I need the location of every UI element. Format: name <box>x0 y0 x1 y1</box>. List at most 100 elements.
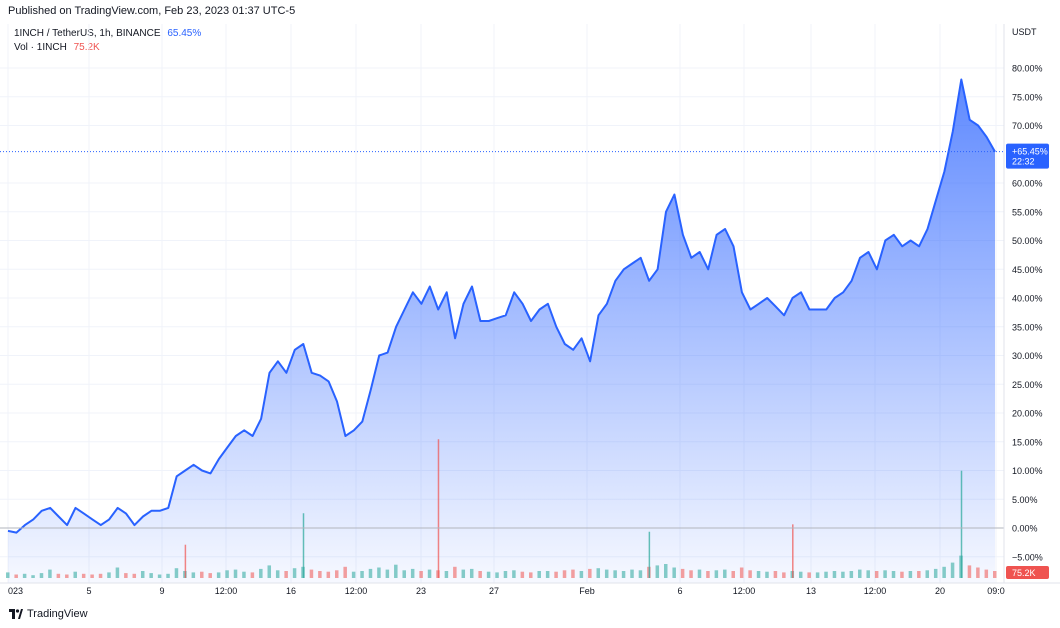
volume-bar <box>976 567 980 578</box>
volume-bar <box>900 571 904 578</box>
volume-bar <box>874 571 879 578</box>
volume-bar <box>6 572 10 578</box>
x-tick-label: 27 <box>489 586 499 596</box>
y-tick-label: 35.00% <box>1012 322 1043 332</box>
x-tick-label: 13 <box>806 586 816 596</box>
volume-bar <box>908 571 913 578</box>
y-tick-label: 70.00% <box>1012 121 1043 131</box>
volume-bar <box>318 571 322 578</box>
volume-spike-bar <box>792 524 794 578</box>
volume-bar <box>292 568 297 578</box>
volume-bar <box>250 572 255 578</box>
volume-spike-bar <box>648 531 651 578</box>
volume-bar <box>377 567 381 578</box>
price-area-layer <box>7 78 996 583</box>
x-tick-label: 20 <box>935 586 945 596</box>
volume-bar <box>579 571 584 578</box>
volume-bar <box>731 571 735 578</box>
y-axis-ticks: 80.00% 75.00% 70.00% 60.00% 55.00% 50.00% 45.0… <box>1012 64 1043 563</box>
x-tick-label: 5 <box>86 586 91 596</box>
volume-bar <box>512 570 516 578</box>
y-tick-label: 60.00% <box>1012 179 1043 189</box>
volume-bar <box>200 571 204 578</box>
volume-bar <box>259 568 263 578</box>
x-tick-label: 12:00 <box>345 586 368 596</box>
volume-bar <box>486 571 491 578</box>
volume-bar <box>385 569 390 578</box>
volume-bar <box>453 566 457 578</box>
volume-bar <box>798 571 803 578</box>
volume-bar <box>140 571 145 578</box>
volume-bar <box>714 570 719 578</box>
legend-symbol-row: 1INCH / TetherUS, 1h, BINANCE 65.45% <box>14 27 201 41</box>
y-tick-label: 10.00% <box>1012 466 1043 476</box>
volume-bar <box>284 571 288 578</box>
volume-bar <box>242 571 246 578</box>
published-caption: Published on TradingView.com, Feb 23, 20… <box>8 5 296 17</box>
volume-bar <box>664 564 668 578</box>
y-tick-label: 0.00% <box>1012 524 1038 534</box>
volume-spike-bar <box>960 470 963 578</box>
volume-bar <box>571 569 575 578</box>
x-tick-label: 23 <box>416 586 426 596</box>
x-tick-label: 12:00 <box>215 586 238 596</box>
volume-bar <box>115 567 120 578</box>
price-line <box>7 78 996 534</box>
volume-bar <box>343 566 347 578</box>
volume-bar <box>883 570 887 578</box>
volume-bar <box>748 570 752 578</box>
volume-spike-bar <box>437 439 440 578</box>
volume-bar <box>529 572 533 578</box>
volume-bar <box>503 571 508 578</box>
volume-bar <box>208 573 212 578</box>
volume-bar <box>765 571 769 578</box>
volume-bars <box>6 439 997 578</box>
volume-bar <box>495 572 499 578</box>
volume-bar <box>562 570 567 578</box>
current-price-badge <box>1006 143 1049 169</box>
volume-bar <box>537 571 541 578</box>
volume-bar <box>815 572 820 578</box>
tradingview-logo[interactable]: TradingView <box>9 608 88 620</box>
volume-bar <box>461 569 466 578</box>
x-tick-label: 9 <box>159 586 164 596</box>
volume-bar <box>630 569 634 578</box>
volume-bar <box>689 570 693 578</box>
volume-bar <box>368 568 373 578</box>
price-area-fill <box>8 79 995 583</box>
volume-bar <box>65 574 69 578</box>
y-unit-label: USDT <box>1012 27 1037 37</box>
volume-spike-bar <box>302 513 305 578</box>
legend-volume-row: Vol · 1INCH 75.2K <box>14 41 201 55</box>
legend-vol-value: 75.2K <box>73 42 100 53</box>
legend-symbol[interactable]: 1INCH / TetherUS, 1h, BINANCE <box>14 28 161 39</box>
volume-bar <box>807 572 811 578</box>
tradingview-brand: TradingView <box>27 608 88 620</box>
y-tick-label: 75.00% <box>1012 92 1043 102</box>
volume-bar <box>824 571 828 578</box>
volume-bar <box>925 570 930 578</box>
axes: USDT <box>0 24 1060 584</box>
volume-bar <box>174 568 179 578</box>
volume-bar <box>554 571 558 578</box>
volume-bar <box>233 569 238 578</box>
volume-bar <box>124 573 128 578</box>
volume-bar <box>166 573 170 578</box>
y-tick-label: 80.00% <box>1012 64 1043 74</box>
legend-vol-label[interactable]: Vol · 1INCH <box>14 42 67 53</box>
volume-bar <box>638 570 643 578</box>
x-tick-label: Feb <box>579 586 595 596</box>
volume-badge <box>1006 566 1049 579</box>
volume-bar <box>723 569 727 578</box>
volume-bar <box>157 574 162 578</box>
y-tick-label: 15.00% <box>1012 437 1043 447</box>
volume-bar <box>841 571 845 578</box>
volume-bar <box>621 571 626 578</box>
volume-bar <box>444 571 449 578</box>
volume-bar <box>917 571 921 578</box>
volume-bar <box>545 571 550 578</box>
volume-bar <box>360 571 364 578</box>
volume-bar <box>613 570 617 578</box>
volume-bar <box>56 573 61 578</box>
